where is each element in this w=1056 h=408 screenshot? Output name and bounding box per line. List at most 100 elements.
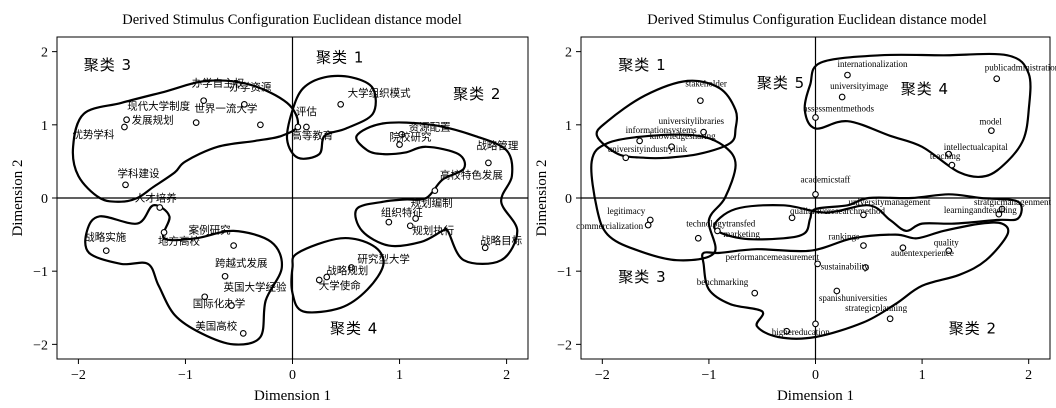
cluster-outline-2 [590, 133, 737, 262]
data-point [121, 123, 128, 131]
point-label: 美国高校 [195, 319, 237, 332]
point-label: 研究型大学 [357, 253, 410, 266]
point-label: 国际化办学 [193, 297, 246, 310]
point-label: 学科建设 [118, 167, 160, 180]
point-label: technologytransfed [686, 218, 755, 228]
point-label: quality [934, 238, 959, 248]
point-label: publicadministration [985, 63, 1056, 73]
data-point [221, 272, 229, 280]
x-tick-label: −1 [178, 368, 193, 383]
y-tick-label: −2 [557, 338, 572, 353]
data-point [993, 75, 1001, 83]
data-point [636, 137, 643, 145]
data-point [200, 97, 208, 105]
data-point [899, 244, 907, 252]
point-label: 战略管理 [476, 139, 518, 152]
cluster-outline-2 [285, 74, 377, 160]
data-point [644, 221, 652, 229]
y-tick-label: 0 [565, 192, 572, 207]
x-tick-label: −2 [71, 368, 86, 383]
data-point [788, 214, 796, 222]
point-label: 地方高校 [158, 234, 200, 247]
x-tick-label: 1 [919, 368, 926, 383]
cluster-outline-1 [595, 79, 739, 160]
cluster-label: 聚类 1 [618, 56, 666, 74]
data-point [192, 119, 200, 126]
data-point [102, 247, 110, 255]
data-point [945, 247, 953, 255]
point-label: 规划执行 [412, 224, 454, 237]
data-point [700, 128, 707, 136]
data-point [323, 273, 331, 281]
data-point [303, 123, 310, 131]
data-point [694, 234, 702, 242]
point-label: 评估 [296, 105, 317, 118]
data-point [228, 302, 235, 309]
data-point [844, 71, 851, 79]
cluster-label: 聚类 2 [949, 319, 997, 337]
point-label: assessmentmethods [804, 104, 875, 114]
x-tick-label: 2 [503, 368, 510, 383]
data-point [812, 320, 819, 328]
point-label: strategicplanning [845, 303, 907, 313]
data-point [995, 210, 1003, 218]
x-tick-label: −1 [701, 368, 716, 383]
point-label: commercialization [576, 221, 643, 231]
data-point [156, 204, 164, 211]
point-label: stratgicmanagenment [974, 197, 1051, 207]
chart-title: Derived Stimulus Configuration Euclidean… [122, 12, 461, 28]
point-label: internationalization [837, 59, 907, 69]
point-label: model [979, 117, 1002, 127]
point-label: stakeholder [685, 79, 726, 89]
cluster-label: 聚类 4 [901, 80, 949, 98]
point-label: qualitativeresearchmethod [790, 206, 885, 216]
cluster-outline-4 [803, 52, 1032, 179]
data-point [838, 93, 846, 101]
point-label: 大学组织模式 [348, 86, 411, 99]
data-point [714, 227, 721, 235]
point-label: 大学使命 [319, 279, 361, 292]
point-label: highereducation [772, 327, 830, 337]
data-point [315, 276, 323, 284]
x-tick-label: 2 [1025, 368, 1032, 383]
x-tick-label: −2 [595, 368, 610, 383]
point-label: 优势学科 [72, 128, 114, 141]
point-label: benchmarking [697, 277, 749, 287]
data-point [406, 222, 414, 230]
data-point [348, 264, 355, 271]
data-point [697, 97, 704, 105]
data-point [668, 143, 675, 151]
data-point [431, 187, 439, 195]
data-point [860, 242, 867, 249]
point-label: informationsystems [626, 125, 697, 135]
point-label: teaching [930, 151, 961, 161]
x-axis-label: Dimension 1 [254, 388, 331, 404]
y-tick-label: −1 [33, 265, 48, 280]
chart-panel-1: Derived Stimulus Configuration Euclidean… [10, 12, 529, 404]
y-tick-label: 2 [565, 46, 572, 61]
point-label: 战略规划 [326, 264, 368, 277]
point-label: 跨越式发展 [215, 256, 268, 269]
point-label: universityindustrylink [608, 144, 688, 154]
cluster-outline-5 [701, 221, 1010, 340]
point-label: universitylibraries [659, 116, 725, 126]
data-point [398, 130, 406, 138]
data-point [860, 211, 867, 219]
x-axis-label: Dimension 1 [777, 388, 854, 404]
data-point [412, 215, 419, 222]
point-label: legitimacy [607, 206, 645, 216]
cluster-label: 聚类 3 [84, 56, 132, 74]
data-point [751, 289, 759, 297]
chart-panel-2: Derived Stimulus Configuration Euclidean… [534, 12, 1056, 404]
point-label: rankings [828, 232, 859, 242]
point-label: 高校特色发展 [440, 169, 503, 182]
chart-title: Derived Stimulus Configuration Euclidean… [647, 12, 986, 28]
point-label: intellectualcapital [944, 142, 1008, 152]
data-point [257, 121, 264, 129]
cluster-outline-1 [71, 79, 300, 203]
y-tick-label: 2 [41, 46, 48, 61]
point-label: 资源配置 [409, 120, 451, 133]
point-label: marketing [723, 229, 760, 239]
y-tick-label: −1 [557, 265, 572, 280]
